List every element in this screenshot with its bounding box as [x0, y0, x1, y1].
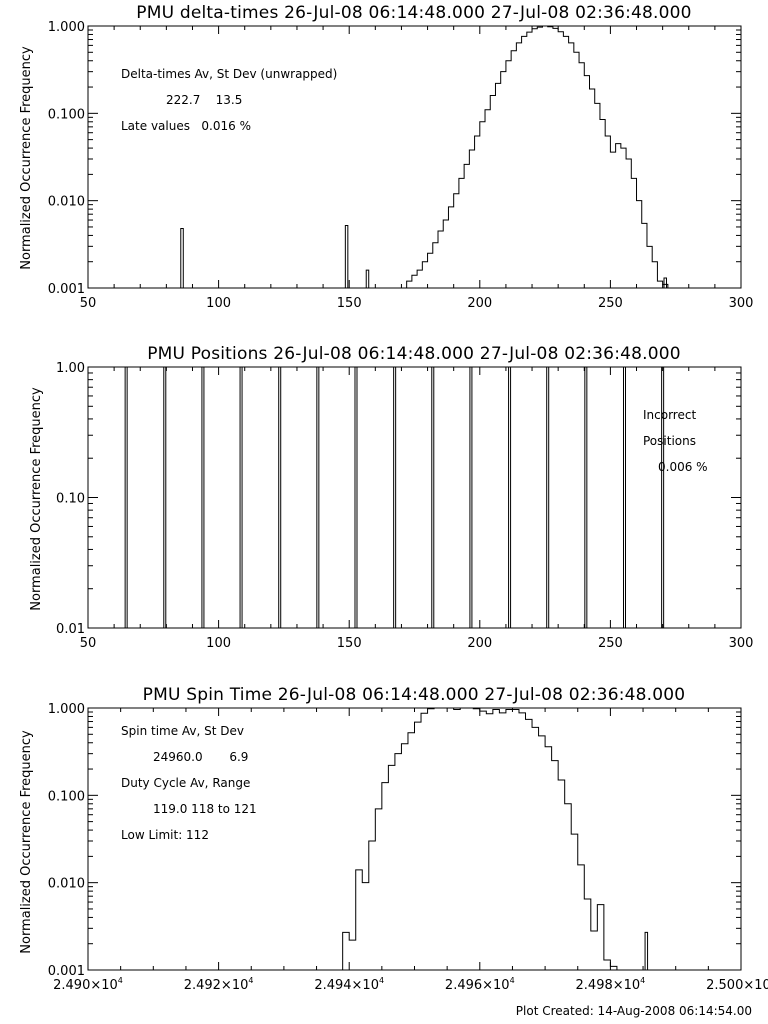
histogram-line — [342, 707, 618, 970]
plot-created-footer: Plot Created: 14-Aug-2008 06:14:54.00 — [516, 1004, 752, 1018]
x-tick-label: 100 — [206, 636, 231, 651]
x-tick-label: 300 — [729, 636, 754, 651]
x-tick-label: 2.494×104 — [314, 976, 384, 993]
x-tick-label: 200 — [467, 296, 492, 311]
spike-bar — [239, 366, 243, 628]
spike-bar — [623, 366, 627, 628]
late-values-label: Late values 0.016 % — [121, 119, 251, 133]
duty-cycle-values: 119.0 118 to 121 — [153, 802, 257, 816]
y-tick-label: 0.100 — [48, 789, 85, 804]
spike-bar — [354, 366, 358, 628]
spike-bar — [365, 269, 370, 288]
spike-bar — [180, 228, 184, 288]
y-axis-label: Normalized Occurrence Frequency — [19, 46, 34, 270]
positions-label: Positions — [643, 434, 696, 448]
spike-bar — [344, 224, 349, 288]
stat-values: 222.7 13.5 — [166, 93, 242, 107]
x-tick-label: 2.490×104 — [53, 976, 123, 993]
y-tick-label: 0.010 — [48, 195, 85, 210]
spike-bar — [508, 366, 512, 628]
x-tick-label: 2.492×104 — [184, 976, 254, 993]
x-tick-label: 2.498×104 — [576, 976, 646, 993]
y-axis-label: Normalized Occurrence Frequency — [29, 387, 44, 611]
y-tick-label: 0.01 — [56, 622, 85, 637]
x-tick-label: 2.496×104 — [445, 976, 515, 993]
incorrect-label: Incorrect — [643, 408, 696, 422]
spike-bar — [124, 366, 128, 628]
spin-time-label: Spin time Av, St Dev — [121, 724, 244, 738]
plot-frame — [87, 25, 742, 289]
x-tick-label: 50 — [80, 296, 97, 311]
x-tick-label: 2.500×104 — [706, 976, 768, 993]
spike-bar — [278, 366, 282, 628]
y-tick-label: 0.10 — [56, 492, 85, 507]
spike-bar — [201, 366, 205, 628]
y-tick-label: 0.001 — [48, 282, 85, 297]
spike-bar — [431, 366, 435, 628]
histogram-line — [406, 25, 669, 288]
spike-bar — [163, 366, 167, 628]
low-limit-label: Low Limit: 112 — [121, 828, 209, 842]
spike-bar — [469, 366, 473, 628]
axis-ticks: 2.490×104 2.492×104 2.494×104 2.496×104 2.49… — [48, 702, 768, 993]
duty-cycle-label: Duty Cycle Av, Range — [121, 776, 250, 790]
y-axis-label: Normalized Occurrence Frequency — [19, 730, 34, 954]
plot-marks — [124, 366, 665, 628]
positions-panel: PMU Positions 26-Jul-08 06:14:48.000 27-… — [29, 344, 753, 651]
plot-marks — [342, 707, 649, 970]
x-tick-label: 150 — [337, 636, 362, 651]
panel-title: PMU delta-times 26-Jul-08 06:14:48.000 2… — [136, 3, 691, 23]
x-tick-label: 300 — [729, 296, 754, 311]
spike-bar — [663, 277, 668, 288]
spike-bar — [661, 366, 665, 628]
y-tick-label: 0.010 — [48, 877, 85, 892]
delta-times-panel: PMU delta-times 26-Jul-08 06:14:48.000 2… — [19, 3, 753, 311]
x-tick-label: 100 — [206, 296, 231, 311]
spike-bar — [584, 366, 588, 628]
stat-label: Delta-times Av, St Dev (unwrapped) — [121, 67, 337, 81]
x-tick-label: 150 — [337, 296, 362, 311]
y-tick-label: 0.100 — [48, 107, 85, 122]
spin-time-panel: PMU Spin Time 26-Jul-08 06:14:48.000 27-… — [19, 685, 768, 993]
x-tick-label: 200 — [467, 636, 492, 651]
panel-title: PMU Spin Time 26-Jul-08 06:14:48.000 27-… — [143, 685, 686, 705]
axis-ticks: 50 100 150 200 250 300 0.001 0.010 0.100 1.000 — [48, 20, 754, 311]
x-tick-label: 250 — [598, 296, 623, 311]
x-tick-label: 250 — [598, 636, 623, 651]
y-tick-label: 1.00 — [56, 361, 85, 376]
y-tick-label: 1.000 — [48, 702, 85, 717]
x-tick-label: 50 — [80, 636, 97, 651]
plot-marks — [180, 25, 669, 288]
y-tick-label: 1.000 — [48, 20, 85, 35]
spike-bar — [644, 931, 649, 970]
spin-time-values: 24960.0 6.9 — [153, 750, 248, 764]
axis-ticks: 50 100 150 200 250 300 0.01 0.10 1.00 — [56, 361, 753, 651]
incorrect-percent: 0.006 % — [658, 460, 708, 474]
y-tick-label: 0.001 — [48, 964, 85, 979]
panel-title: PMU Positions 26-Jul-08 06:14:48.000 27-… — [147, 344, 681, 364]
plot-frame — [87, 366, 742, 629]
spike-bar — [393, 366, 397, 628]
spike-bar — [546, 366, 550, 628]
spike-bar — [316, 366, 320, 628]
